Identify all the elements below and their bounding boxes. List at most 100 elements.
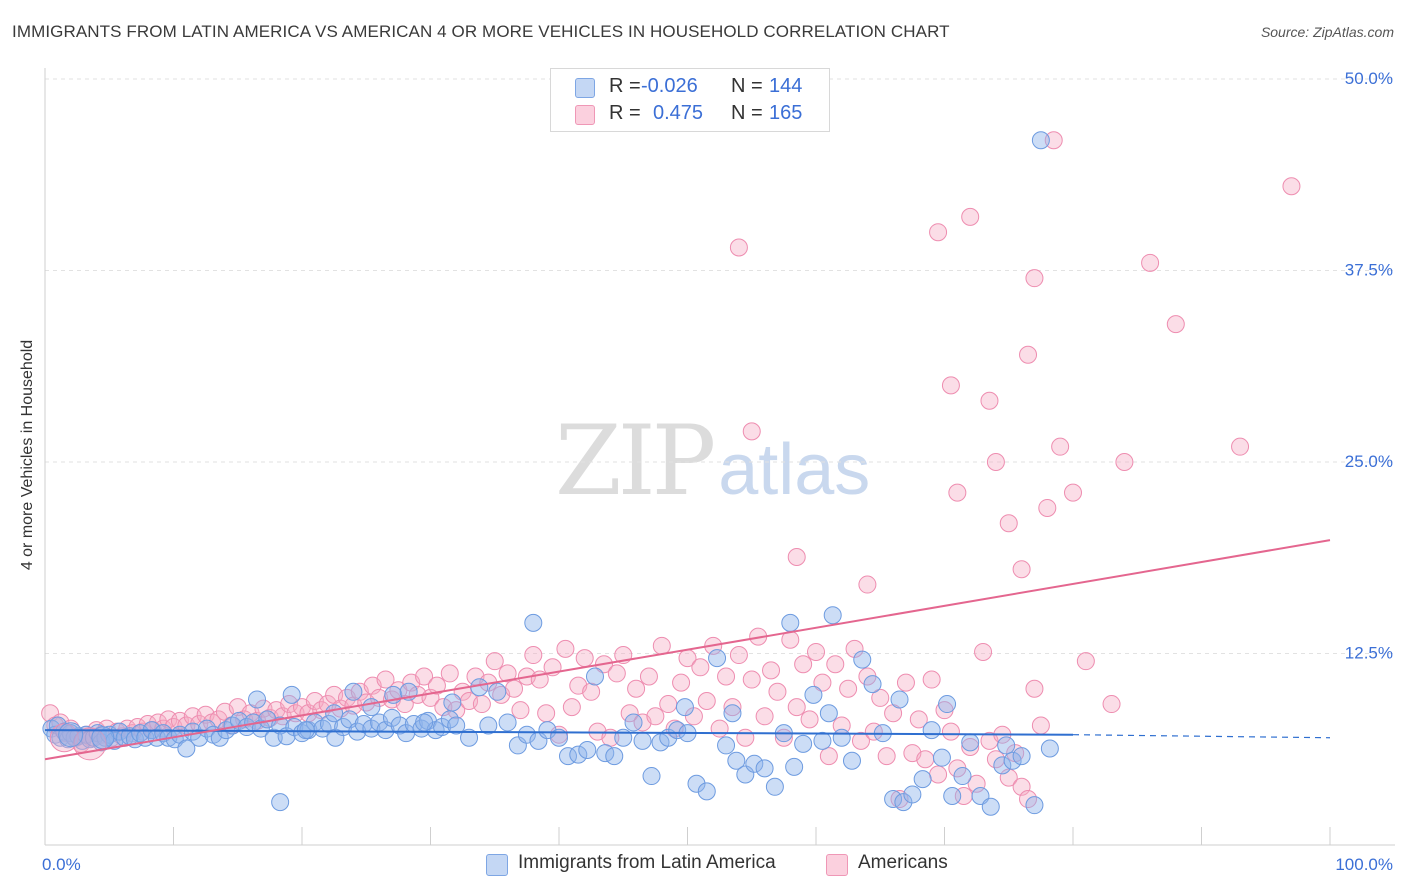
americans-point [986, 453, 1005, 471]
immigrants-point [470, 678, 489, 697]
y-tick-label: 25.0% [1345, 452, 1393, 471]
y-tick-label: 12.5% [1345, 644, 1393, 663]
americans-point [672, 673, 691, 692]
americans-point [858, 575, 877, 594]
americans-point [1282, 177, 1301, 196]
americans-point [864, 722, 883, 741]
immigrants-point [832, 728, 851, 747]
immigrants-point [248, 690, 267, 709]
americans-point [929, 223, 948, 242]
americans-point [415, 667, 434, 686]
americans-point [800, 710, 819, 729]
americans-point [729, 238, 748, 257]
immigrants-point [479, 716, 498, 735]
y-tick-label: 37.5% [1345, 261, 1393, 280]
immigrants-point [723, 704, 742, 723]
immigrants-point [251, 719, 270, 738]
americans-point [948, 483, 967, 502]
legend-r-value: 0.475 [653, 102, 704, 124]
americans-point [652, 636, 671, 655]
americans-point [691, 658, 710, 677]
immigrants-point [781, 613, 800, 632]
immigrants-point [922, 721, 941, 740]
americans-point [807, 642, 825, 661]
immigrants-point [488, 682, 507, 701]
immigrants-point [717, 736, 736, 755]
legend-n-label: N = [731, 75, 763, 97]
legend-n-label: N = [731, 102, 763, 124]
immigrants-point [1003, 751, 1022, 770]
americans-point [941, 722, 960, 741]
americans-point [1025, 269, 1044, 288]
americans-point [1038, 498, 1057, 517]
immigrants-point [550, 728, 568, 747]
immigrants-point [624, 713, 643, 732]
americans-point [427, 676, 446, 695]
immigrants-trend-extension [1072, 734, 1331, 739]
immigrants-point [177, 739, 196, 758]
americans-point [1115, 453, 1134, 471]
immigrants-point [913, 770, 932, 789]
immigrants-point [642, 767, 661, 786]
immigrants-point [605, 747, 624, 766]
immigrants-point [727, 751, 746, 770]
americans-point [787, 547, 806, 566]
americans-point [961, 737, 980, 756]
americans-point [1044, 131, 1063, 150]
immigrants-point [903, 785, 922, 804]
americans-point [762, 661, 781, 680]
americans-point [582, 682, 601, 701]
immigrants-point [785, 757, 804, 776]
americans-point [498, 664, 517, 683]
americans-point [562, 698, 581, 717]
americans-point [620, 704, 639, 723]
bottom-legend-swatch-blue [486, 854, 508, 876]
x-tick-label: 0.0% [42, 855, 81, 874]
americans-point [1012, 560, 1031, 579]
immigrants-point [296, 721, 315, 740]
watermark-atlas: atlas [718, 430, 871, 510]
immigrants-point [447, 716, 466, 735]
immigrants-point [415, 713, 434, 732]
correlation-legend: R = -0.026 N = 144 R = 0.475 N = 165 [550, 68, 830, 132]
americans-point [485, 652, 504, 671]
watermark-zip: ZIP [555, 405, 716, 517]
americans-point [961, 207, 980, 226]
americans-point [909, 710, 928, 729]
americans-point [742, 670, 761, 689]
immigrants-point [863, 675, 882, 694]
americans-point [755, 707, 774, 726]
americans-point [537, 704, 556, 723]
immigrants-point [932, 748, 951, 767]
americans-point [472, 695, 491, 714]
americans-point [646, 707, 665, 726]
americans-point [607, 664, 626, 683]
americans-point [729, 646, 748, 665]
americans-point [440, 664, 459, 683]
americans-point [999, 514, 1018, 533]
immigrants-point [569, 745, 588, 764]
immigrants-point [853, 650, 872, 669]
legend-r-label: R = [609, 75, 641, 97]
y-axis-label: 4 or more Vehicles in Household [19, 339, 36, 571]
immigrants-point [1040, 739, 1059, 758]
immigrants-point [517, 725, 536, 744]
americans-point [974, 642, 993, 661]
immigrants-point [585, 667, 604, 686]
x-tick-label: 100.0% [1335, 855, 1393, 874]
americans-point [659, 695, 678, 714]
immigrants-point [819, 704, 838, 723]
immigrants-point [382, 708, 401, 727]
immigrants-point [804, 685, 823, 704]
americans-point [826, 655, 845, 674]
americans-point [1019, 345, 1038, 364]
americans-point [877, 747, 896, 766]
americans-point [1166, 315, 1185, 334]
americans-point [639, 667, 658, 686]
immigrants-point [1012, 747, 1031, 766]
immigrants-point [894, 793, 913, 812]
source-label: Source: ZipAtlas.com [1260, 24, 1394, 40]
immigrants-point [997, 736, 1016, 755]
legend-swatch-pink [575, 105, 595, 125]
